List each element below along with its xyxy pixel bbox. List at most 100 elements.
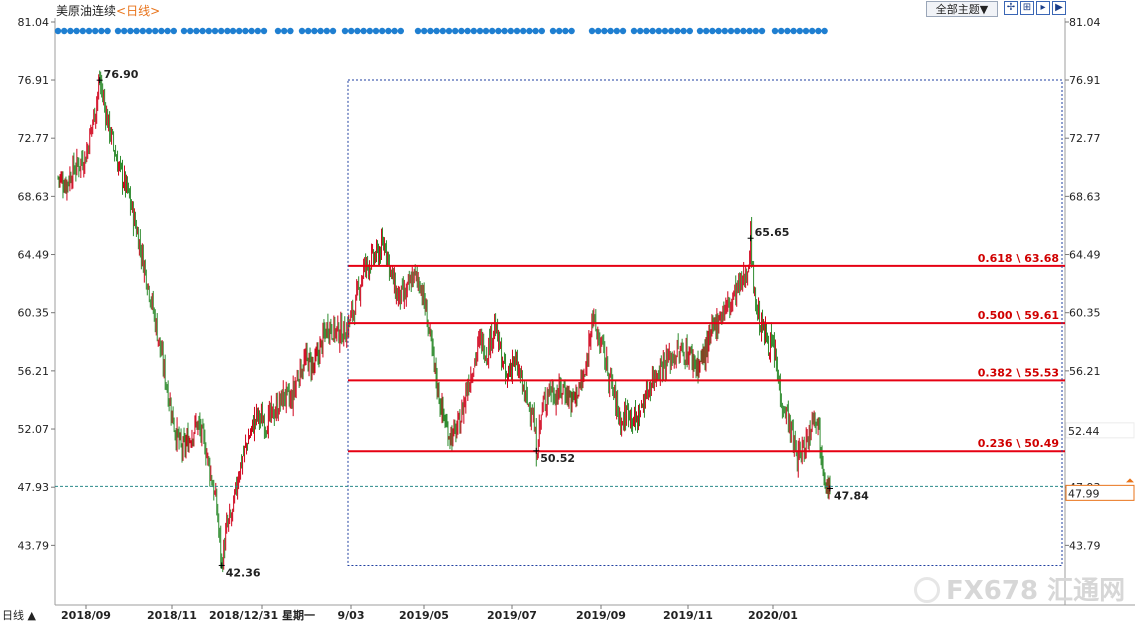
- watermark-text: FX678 汇通网: [946, 576, 1126, 606]
- annotation-label: 47.84: [834, 489, 869, 502]
- event-dot: [715, 27, 722, 35]
- event-dot: [439, 27, 446, 35]
- event-dot: [680, 27, 687, 35]
- plot-frame: [54, 18, 1135, 606]
- event-dot: [92, 27, 99, 35]
- event-dot: [305, 27, 312, 35]
- event-dot: [260, 27, 268, 35]
- event-dot: [229, 27, 237, 35]
- price-arrow-icon: [1126, 478, 1134, 483]
- event-dot: [121, 27, 128, 35]
- event-dot: [790, 27, 797, 35]
- play-icon[interactable]: ▶: [1052, 1, 1066, 15]
- x-tick-label: 2018/09: [61, 609, 111, 622]
- period-label[interactable]: <日线>: [116, 4, 161, 18]
- event-dot: [211, 27, 219, 35]
- event-dot: [360, 27, 367, 35]
- x-tick-label: 2019/09: [576, 609, 626, 622]
- y-tick-label-left: 56.21: [18, 365, 50, 378]
- event-dot: [433, 27, 440, 35]
- event-dot: [133, 27, 140, 35]
- event-dot: [242, 27, 249, 35]
- annotation-label: 76.90: [104, 68, 139, 81]
- event-dot: [372, 27, 380, 35]
- zoom-in-icon[interactable]: ⊞: [1020, 1, 1034, 15]
- y-tick-label-left: 68.63: [18, 190, 50, 203]
- event-dot: [385, 27, 392, 35]
- event-dot: [778, 27, 785, 35]
- fib-label: 0.500 \ 59.61: [978, 309, 1059, 322]
- event-dot: [643, 27, 650, 35]
- instrument-name: 美原油连续: [56, 4, 117, 18]
- current-price-box: [1065, 484, 1135, 501]
- x-tick-label: 2019/11: [663, 609, 713, 622]
- y-tick-label-right: 60.35: [1069, 307, 1101, 320]
- event-dot: [348, 27, 355, 35]
- event-dot: [152, 27, 159, 35]
- x-axis: 2018/09 2018/11 2018/12/31 星期一 9/03 2019/05 2…: [2, 605, 798, 622]
- event-dot: [607, 27, 614, 35]
- event-dot: [139, 27, 146, 35]
- event-dot: [254, 27, 261, 35]
- event-dot: [187, 27, 194, 35]
- y-tick-label-left: 81.04: [18, 16, 50, 29]
- event-dot: [796, 27, 803, 35]
- event-dot: [495, 27, 502, 35]
- event-dot: [588, 27, 596, 35]
- event-dot: [193, 27, 200, 35]
- event-dot: [721, 27, 728, 35]
- y-axis: 81.04 81.04 76.91 76.91 72.77 72.77 68.63 68.63…: [18, 16, 1101, 552]
- event-dot: [73, 27, 80, 35]
- event-dot: [740, 27, 747, 35]
- event-dot: [79, 27, 87, 35]
- fit-icon[interactable]: ✢: [1004, 1, 1018, 15]
- event-dot: [520, 27, 527, 35]
- event-dot: [619, 27, 627, 35]
- y-tick-label-left: 64.49: [18, 249, 50, 262]
- event-dot: [821, 27, 828, 35]
- event-dot: [421, 27, 428, 35]
- price-annotations: 76.90 42.36 50.52 65.65 47.84: [96, 68, 869, 579]
- event-dot: [199, 27, 206, 35]
- event-dot: [379, 27, 386, 35]
- candlestick-series: [57, 70, 831, 573]
- event-dot: [686, 27, 693, 35]
- step-icon[interactable]: ▸: [1036, 1, 1050, 15]
- event-dot: [452, 27, 459, 35]
- period-status-label: 日线 ▲: [2, 608, 36, 622]
- event-dot: [354, 27, 361, 35]
- event-dot: [513, 27, 521, 35]
- event-dot: [281, 27, 288, 35]
- x-tick-label: 9/03: [338, 609, 365, 622]
- y-tick-label-left: 76.91: [18, 74, 50, 87]
- event-dot: [613, 27, 620, 35]
- event-dot: [274, 27, 282, 35]
- event-dot: [809, 27, 816, 35]
- event-dot: [287, 27, 294, 35]
- fib-range-rect: [347, 79, 1063, 566]
- event-dot: [674, 27, 681, 35]
- event-dot: [311, 27, 318, 35]
- event-dot: [104, 27, 111, 35]
- event-dot: [556, 27, 563, 35]
- event-dot: [114, 27, 122, 35]
- event-dot: [549, 27, 557, 35]
- event-dot: [734, 27, 741, 35]
- event-dot: [501, 27, 508, 35]
- y-tick-label-left: 60.35: [18, 307, 50, 320]
- chart-title: 美原油连续<日线>: [56, 2, 160, 19]
- event-dot: [464, 27, 471, 35]
- fib-label: 0.382 \ 55.53: [978, 366, 1059, 379]
- event-dot: [366, 27, 373, 35]
- theme-dropdown[interactable]: 全部主题▼: [926, 1, 998, 17]
- event-dot: [54, 27, 62, 35]
- event-dot: [703, 27, 710, 35]
- current-price-marker: 47.99 52.44: [55, 422, 1135, 501]
- fx678-logo-icon: [914, 577, 940, 603]
- y-tick-label-right: 68.63: [1069, 190, 1101, 203]
- event-dot: [758, 27, 766, 35]
- x-tick-label: 2018/12/31 星期一: [209, 608, 315, 622]
- event-dot: [727, 27, 735, 35]
- current-price-label: 47.99: [1068, 487, 1100, 500]
